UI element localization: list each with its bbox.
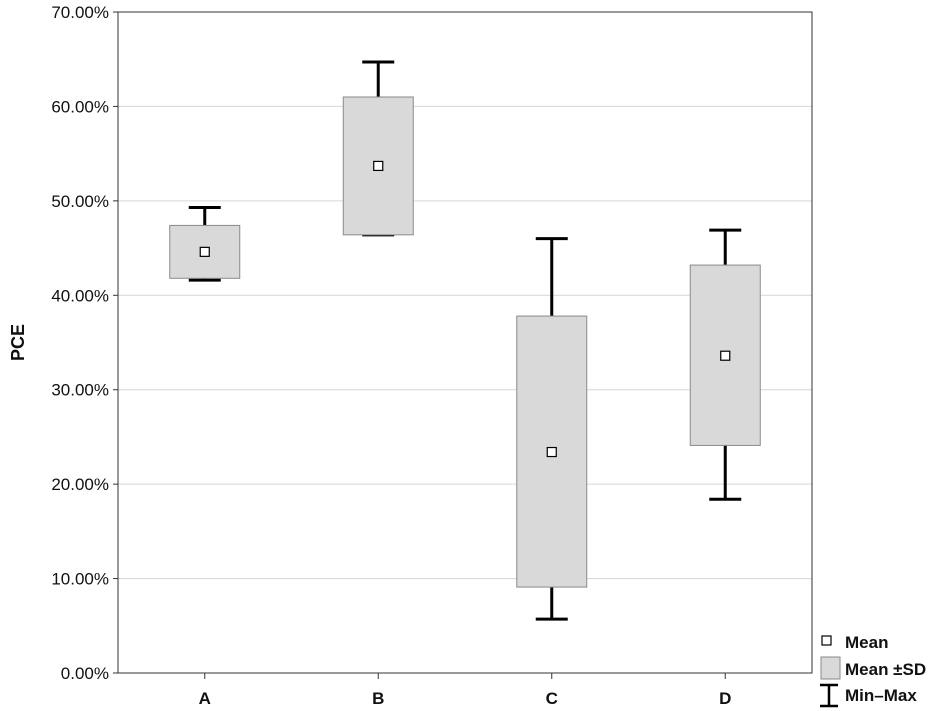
y-tick-label: 10.00% — [51, 570, 109, 589]
legend-sd-label: Mean ±SD — [845, 660, 926, 679]
x-tick-label: C — [546, 689, 558, 708]
y-tick-label: 70.00% — [51, 3, 109, 22]
x-tick-label: A — [199, 689, 211, 708]
x-tick-label: D — [719, 689, 731, 708]
gridlines — [118, 105, 812, 580]
plot-frame — [117, 11, 813, 674]
x-axis-ticks: A B C D — [199, 673, 731, 708]
y-axis-title: PCE — [8, 324, 28, 361]
x-tick-label: B — [372, 689, 384, 708]
y-tick-label: 30.00% — [51, 381, 109, 400]
box-group-d — [689, 228, 761, 501]
y-tick-label: 20.00% — [51, 475, 109, 494]
legend-mean-label: Mean — [845, 633, 888, 652]
mean-marker — [199, 246, 210, 257]
y-tick-label: 60.00% — [51, 97, 109, 116]
y-axis-ticks: 0.00% 10.00% 20.00% 30.00% 40.00% 50.00% 60.00… — [51, 3, 118, 683]
y-tick-label: 50.00% — [51, 192, 109, 211]
y-tick-label: 0.00% — [61, 664, 109, 683]
box-group-b — [342, 60, 414, 237]
y-tick-label: 40.00% — [51, 286, 109, 305]
boxes — [169, 60, 761, 621]
legend-mean-marker — [821, 635, 832, 646]
mean-marker — [373, 160, 384, 172]
legend: Mean Mean ±SD Min–Max — [820, 633, 926, 708]
mean-marker — [546, 446, 557, 458]
legend-box-swatch — [820, 656, 841, 680]
box-group-c — [516, 237, 588, 621]
box-group-a — [169, 205, 241, 282]
mean-marker — [720, 350, 731, 361]
legend-minmax-label: Min–Max — [845, 686, 917, 705]
